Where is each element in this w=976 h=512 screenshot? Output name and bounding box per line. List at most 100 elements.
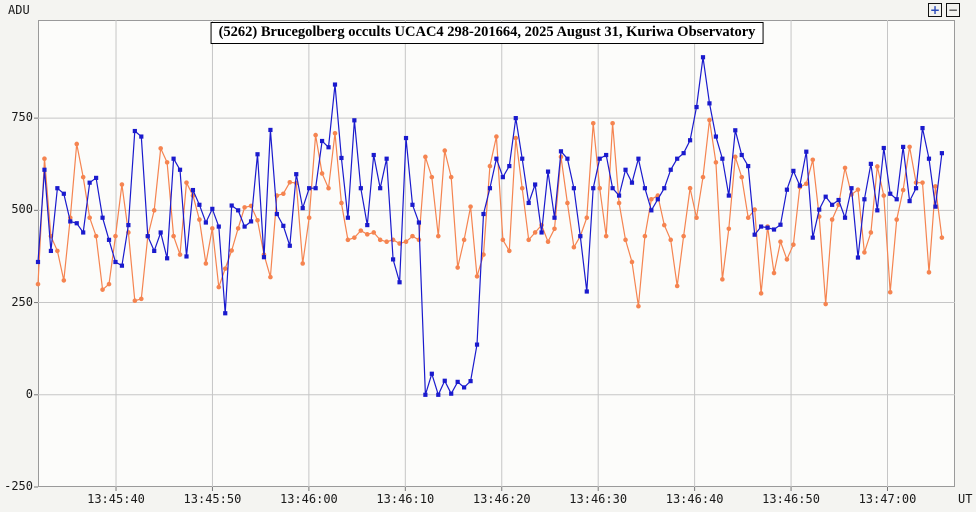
data-point-marker <box>707 101 712 106</box>
data-point-marker <box>507 248 512 254</box>
data-point-marker <box>390 257 396 262</box>
data-point-marker <box>436 392 441 397</box>
data-point-marker <box>203 220 208 225</box>
data-point-marker <box>81 230 86 235</box>
data-point-marker <box>661 222 667 228</box>
data-point-marker <box>920 125 925 131</box>
data-point-marker <box>100 215 105 220</box>
data-point-marker <box>352 235 357 240</box>
data-point-marker <box>455 265 460 270</box>
data-point-marker <box>358 228 364 233</box>
data-point-marker <box>545 239 551 244</box>
data-point-marker <box>939 151 944 156</box>
data-point-marker <box>590 120 596 126</box>
data-point-marker <box>403 135 409 141</box>
data-point-marker <box>616 193 622 198</box>
data-point-marker <box>597 156 602 161</box>
data-point-marker <box>416 220 422 225</box>
data-point-marker <box>300 206 305 211</box>
data-point-marker <box>926 270 932 275</box>
data-point-marker <box>326 145 331 150</box>
data-point-marker <box>784 257 790 262</box>
data-point-marker <box>261 255 267 260</box>
data-point-marker <box>765 225 770 230</box>
data-point-marker <box>222 266 228 271</box>
data-point-marker <box>642 186 647 191</box>
data-point-marker <box>274 211 279 217</box>
plot-area[interactable] <box>38 20 955 487</box>
y-tick-label-0: 0 <box>25 386 33 401</box>
zoom-in-button[interactable]: + <box>928 2 942 17</box>
data-point-marker <box>507 163 512 169</box>
data-point-marker <box>700 174 706 180</box>
data-point-marker <box>448 174 454 180</box>
data-point-marker <box>474 342 480 347</box>
data-point-marker <box>687 185 693 191</box>
data-point-marker <box>881 145 886 151</box>
target-star-blue--line <box>37 57 943 397</box>
data-point-marker <box>739 174 745 180</box>
data-point-marker <box>184 254 189 259</box>
data-point-marker <box>939 235 945 240</box>
data-point-marker <box>177 167 183 172</box>
data-point-marker <box>849 186 854 191</box>
comparison-orange--line <box>37 119 943 307</box>
data-point-marker <box>487 186 493 191</box>
data-point-marker <box>429 371 434 376</box>
data-point-marker <box>468 204 473 209</box>
data-point-marker <box>106 281 112 287</box>
x-tick-label-13:45:50: 13:45:50 <box>183 492 242 506</box>
data-point-marker <box>545 169 551 174</box>
data-point-marker <box>571 244 577 250</box>
data-point-marker <box>306 215 312 221</box>
data-point-marker <box>48 248 54 254</box>
data-point-marker <box>74 141 80 147</box>
data-point-marker <box>242 224 247 229</box>
data-point-marker <box>248 219 254 224</box>
y-axis-unit-label: ADU <box>8 3 30 17</box>
data-point-marker <box>164 160 170 165</box>
zoom-out-button[interactable]: − <box>946 2 960 17</box>
data-point-marker <box>597 185 602 191</box>
data-point-marker <box>332 82 338 87</box>
data-point-marker <box>429 174 435 180</box>
y-tick-label-750: 750 <box>11 110 33 125</box>
data-point-marker <box>758 291 764 296</box>
data-point-marker <box>700 55 706 60</box>
data-point-marker <box>603 233 609 239</box>
data-point-marker <box>784 187 790 192</box>
data-point-marker <box>532 230 538 235</box>
data-point-marker <box>901 144 906 149</box>
data-point-marker <box>513 116 518 121</box>
data-point-marker <box>94 175 99 180</box>
data-point-marker <box>862 197 867 202</box>
data-point-marker <box>300 261 306 266</box>
x-tick-label-13:46:00: 13:46:00 <box>279 492 338 506</box>
data-point-marker <box>126 222 131 228</box>
x-tick-label-13:46:20: 13:46:20 <box>472 492 531 506</box>
data-point-marker <box>119 182 125 187</box>
data-point-marker <box>165 256 170 261</box>
data-point-marker <box>830 202 835 207</box>
data-point-marker <box>636 303 641 309</box>
data-point-marker <box>119 263 125 268</box>
data-point-marker <box>746 163 751 169</box>
data-point-marker <box>35 259 41 265</box>
data-point-marker <box>365 222 370 228</box>
data-point-marker <box>868 230 874 235</box>
x-tick-label-13:46:30: 13:46:30 <box>569 492 628 506</box>
data-point-marker <box>319 171 325 176</box>
data-point-marker <box>900 187 906 193</box>
data-point-marker <box>139 134 144 139</box>
data-point-marker <box>236 208 241 213</box>
data-point-marker <box>197 217 202 222</box>
data-point-marker <box>565 156 570 161</box>
x-tick-label-13:46:40: 13:46:40 <box>665 492 724 506</box>
x-tick-label-13:46:10: 13:46:10 <box>376 492 435 506</box>
data-point-marker <box>829 217 835 222</box>
data-point-marker <box>720 156 725 161</box>
data-point-marker <box>113 259 118 265</box>
data-point-marker <box>216 284 222 290</box>
data-point-marker <box>842 165 848 171</box>
